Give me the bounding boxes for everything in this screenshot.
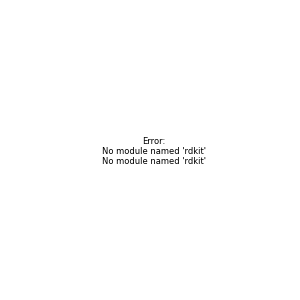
Text: Error:
No module named 'rdkit'
No module named 'rdkit': Error: No module named 'rdkit' No module… — [102, 136, 206, 166]
